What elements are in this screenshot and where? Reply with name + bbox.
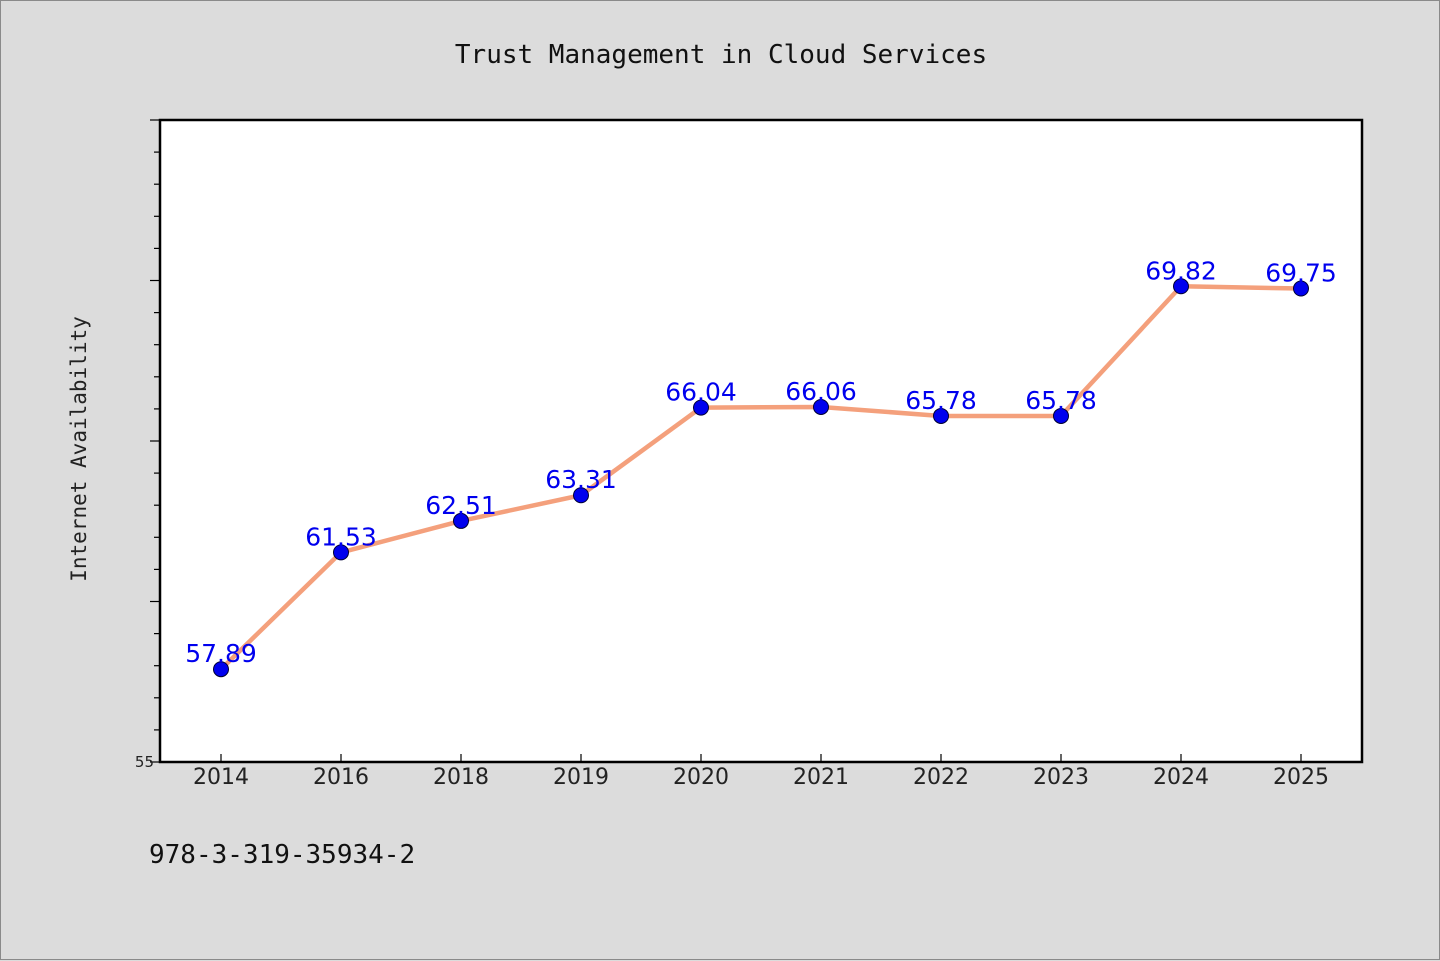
plot-area xyxy=(158,118,1364,764)
data-label: 69.75 xyxy=(1265,259,1337,288)
data-label: 66.04 xyxy=(665,378,737,407)
chart-title: Trust Management in Cloud Services xyxy=(455,40,987,70)
data-label: 66.06 xyxy=(785,377,857,406)
x-tick-label: 2014 xyxy=(193,765,249,790)
data-point-marker xyxy=(1053,407,1069,424)
x-axis-ticks: 2014 2016 2018 2019 2020 2021 2022 2023 2024 2025 xyxy=(193,754,1329,790)
x-tick-label: 2021 xyxy=(793,765,849,790)
data-labels: 57.89 61.53 62.51 63.31 66.04 66.06 65.78 65.78… xyxy=(185,256,1337,668)
isbn-text: 978-3-319-35934-2 xyxy=(149,840,415,870)
x-tick-label: 2018 xyxy=(433,765,489,790)
data-label: 62.51 xyxy=(425,491,497,520)
data-point-marker xyxy=(1293,280,1309,297)
x-tick-label: 2020 xyxy=(673,765,729,790)
data-label: 61.53 xyxy=(305,522,377,551)
data-point-marker xyxy=(573,487,589,504)
data-label: 65.78 xyxy=(905,386,977,415)
series-line xyxy=(218,284,1304,672)
series-markers xyxy=(213,278,1309,678)
x-tick-label: 2023 xyxy=(1033,765,1089,790)
y-tick-label: 55 xyxy=(135,753,154,771)
data-label: 63.31 xyxy=(545,465,617,494)
data-point-marker xyxy=(1173,278,1189,295)
x-tick-label: 2025 xyxy=(1273,765,1329,790)
data-point-marker xyxy=(333,544,349,561)
y-axis-ticks: 55 xyxy=(135,119,160,771)
x-tick-label: 2019 xyxy=(553,765,609,790)
data-label: 57.89 xyxy=(185,639,257,668)
data-label: 69.82 xyxy=(1145,256,1217,285)
data-label: 65.78 xyxy=(1025,386,1097,415)
x-tick-label: 2024 xyxy=(1153,765,1209,790)
data-point-marker xyxy=(933,407,949,424)
x-tick-label: 2016 xyxy=(313,765,369,790)
data-point-marker xyxy=(693,399,709,416)
x-tick-label: 2022 xyxy=(913,765,969,790)
data-point-marker xyxy=(213,661,229,678)
data-point-marker xyxy=(453,512,469,529)
y-axis-label: Internet Availability xyxy=(67,316,91,582)
data-point-marker xyxy=(813,398,829,415)
